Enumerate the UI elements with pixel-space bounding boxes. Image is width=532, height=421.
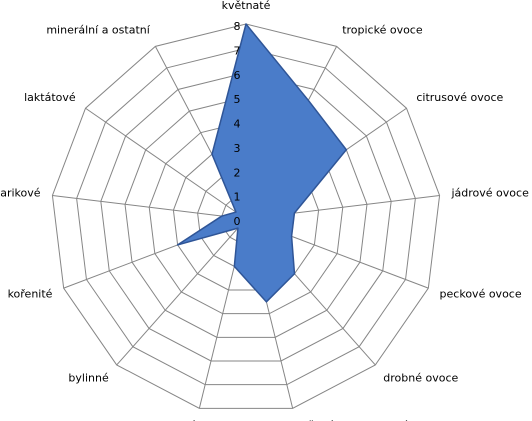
axis-tick-label: 4: [234, 118, 241, 131]
category-label: citrusové ovoce: [416, 91, 503, 104]
category-label: tropické ovoce: [342, 23, 423, 36]
spoke: [116, 218, 247, 366]
grid-ring: [100, 72, 392, 362]
grid-ring: [51, 23, 441, 409]
axis-tick-label: 5: [234, 93, 241, 106]
category-label: sušené a kandované ovoce: [296, 419, 446, 421]
category-label: jádrové ovoce: [450, 186, 529, 199]
category-label: laktátové: [24, 91, 76, 104]
axis-tick-label: 2: [234, 166, 241, 179]
axis-tick-label: 3: [234, 142, 241, 155]
category-label: drobné ovoce: [383, 371, 458, 384]
category-label: karamelizované: [109, 419, 197, 421]
category-label: květnaté: [222, 0, 271, 12]
spoke: [52, 194, 247, 220]
category-label: minerální a ostatní: [46, 23, 150, 36]
axis-tick-label: 7: [234, 44, 241, 57]
category-label: peckové ovoce: [440, 288, 522, 301]
radar-area: [176, 23, 348, 303]
category-label: bylinné: [68, 371, 109, 384]
grid-ring: [76, 47, 416, 386]
category-label: barikové: [0, 186, 41, 199]
axis-tick-label: 6: [234, 69, 241, 82]
grid-ring: [124, 96, 368, 338]
category-label: kořenité: [8, 288, 53, 301]
axis-tick-label: 1: [234, 191, 241, 204]
axis-tick-label: 8: [234, 20, 241, 33]
axis-tick-label: 0: [234, 215, 241, 228]
spoke: [85, 107, 247, 220]
